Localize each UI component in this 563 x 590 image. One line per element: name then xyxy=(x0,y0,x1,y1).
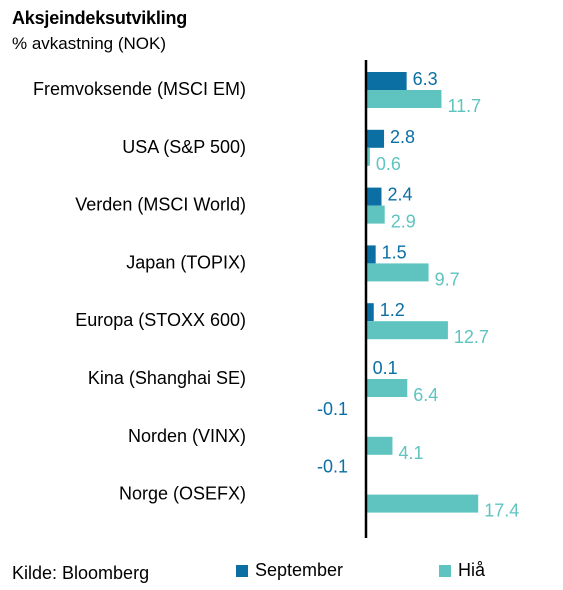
bar-september-usa-s-p-500 xyxy=(366,129,385,148)
legend-label-hia: Hiå xyxy=(458,560,486,580)
category-label-norden-vinx: Norden (VINX) xyxy=(128,426,246,446)
bar-hi-usa-s-p-500 xyxy=(366,147,370,166)
value-label-september-verden-msci-world: 2.4 xyxy=(387,185,412,205)
chart-subtitle: % avkastning (NOK) xyxy=(12,34,166,53)
bar-hi-norge-osefx xyxy=(366,494,479,513)
bar-september-europa-stoxx-600 xyxy=(366,303,374,322)
value-label-hi-europa-stoxx-600: 12.7 xyxy=(454,327,489,347)
category-label-usa-s-p-500: USA (S&P 500) xyxy=(122,137,246,157)
value-label-hi-norden-vinx: 4.1 xyxy=(398,443,423,463)
bar-hi-fremvoksende-msci-em xyxy=(366,90,442,108)
category-label-verden-msci-world: Verden (MSCI World) xyxy=(75,195,246,215)
legend-swatch-hia xyxy=(439,564,451,577)
value-label-september-norge-osefx: -0.1 xyxy=(317,457,348,477)
value-label-hi-kina-shanghai-se: 6.4 xyxy=(413,385,438,405)
legend-label-september: September xyxy=(255,560,344,580)
value-label-hi-japan-topix: 9.7 xyxy=(435,269,460,289)
chart-title: Aksjeindeksutvikling xyxy=(12,8,188,28)
category-label-fremvoksende-msci-em: Fremvoksende (MSCI EM) xyxy=(33,79,246,99)
bar-hi-norden-vinx xyxy=(366,436,393,455)
category-label-kina-shanghai-se: Kina (Shanghai SE) xyxy=(88,368,246,388)
value-label-september-fremvoksende-msci-em: 6.3 xyxy=(413,69,438,89)
category-label-norge-osefx: Norge (OSEFX) xyxy=(119,484,246,504)
value-label-hi-verden-msci-world: 2.9 xyxy=(391,212,416,232)
bar-september-japan-topix xyxy=(366,245,376,264)
category-label-japan-topix: Japan (TOPIX) xyxy=(126,252,246,272)
bar-september-verden-msci-world xyxy=(366,187,382,206)
bar-hi-japan-topix xyxy=(366,263,429,282)
value-label-hi-usa-s-p-500: 0.6 xyxy=(376,154,401,174)
value-label-hi-norge-osefx: 17.4 xyxy=(484,501,519,521)
value-label-september-usa-s-p-500: 2.8 xyxy=(390,127,415,147)
legend-item-hia: Hiå xyxy=(439,560,485,581)
bar-hi-verden-msci-world xyxy=(366,205,385,224)
value-label-hi-fremvoksende-msci-em: 11.7 xyxy=(447,96,481,116)
category-label-europa-stoxx-600: Europa (STOXX 600) xyxy=(75,310,246,330)
bar-hi-kina-shanghai-se xyxy=(366,379,408,397)
value-label-september-kina-shanghai-se: 0.1 xyxy=(373,358,398,378)
bar-hi-europa-stoxx-600 xyxy=(366,321,448,340)
value-label-september-europa-stoxx-600: 1.2 xyxy=(380,300,405,320)
bar-september-fremvoksende-msci-em xyxy=(366,72,407,90)
source-note: Kilde: Bloomberg xyxy=(12,563,150,583)
value-label-september-norden-vinx: -0.1 xyxy=(317,399,348,419)
legend-item-september: September xyxy=(236,560,343,581)
value-label-september-japan-topix: 1.5 xyxy=(382,242,407,262)
legend-swatch-september xyxy=(236,564,248,577)
